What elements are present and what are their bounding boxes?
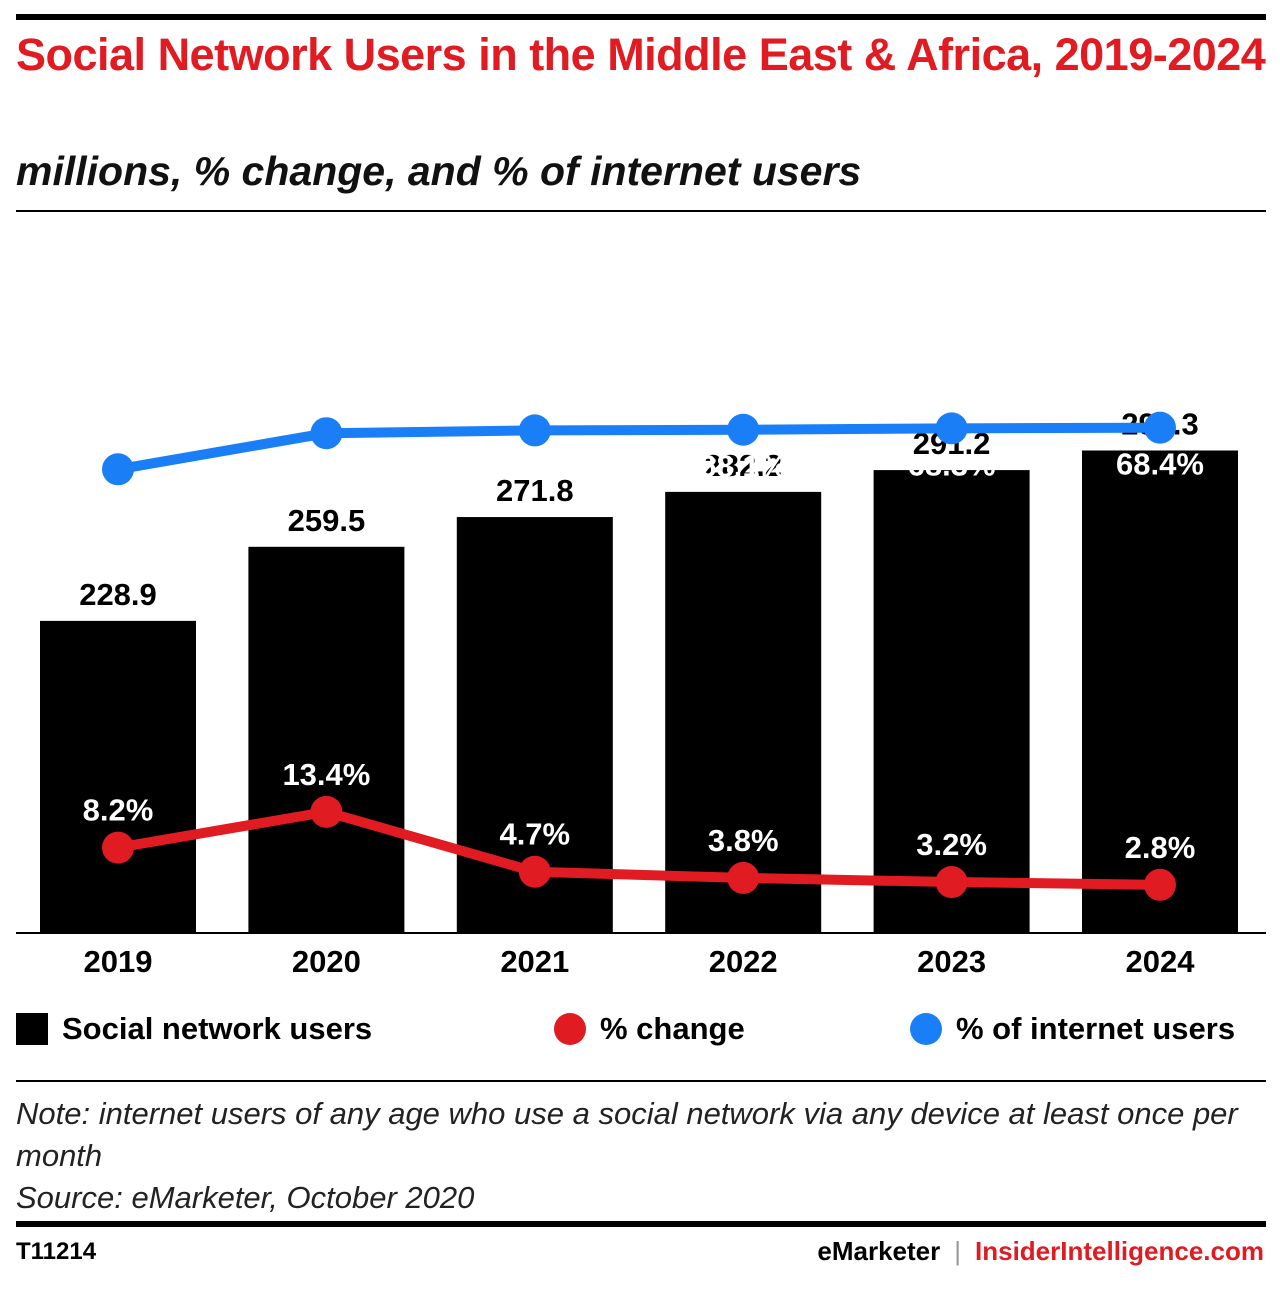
internet-users-point-2020: [310, 417, 343, 450]
internet-users-point-2023: [935, 412, 968, 445]
pct-change-label-2023: 3.2%: [916, 827, 987, 862]
chart-note: Note: internet users of any age who use …: [16, 1096, 1238, 1173]
legend: Social network users % change % of inter…: [16, 1007, 1266, 1051]
internet-users-label-2024: 68.4%: [1116, 447, 1204, 482]
legend-item-change: % change: [554, 1007, 745, 1051]
internet-users-point-2019: [102, 453, 134, 486]
x-tick-label-2021: 2021: [500, 944, 569, 979]
internet-users-line: [113, 422, 1165, 475]
bar-label-2019: 228.9: [79, 577, 157, 612]
pct-change-label-2024: 2.8%: [1125, 830, 1196, 865]
internet-users-point-2022: [727, 413, 760, 446]
legend-item-internet: % of internet users: [910, 1007, 1235, 1051]
internet-users-label-2019: 62.4%: [74, 494, 162, 529]
x-tick-label-2020: 2020: [292, 944, 361, 979]
chart-title: Social Network Users in the Middle East …: [16, 29, 1266, 80]
x-tick-label-2019: 2019: [84, 944, 153, 979]
internet-users-label-2022: 68.1%: [699, 449, 787, 484]
legend-label-users: Social network users: [62, 1011, 373, 1046]
bar-2023: [873, 470, 1030, 933]
bar-2019: [40, 620, 196, 933]
pct-change-label-2020: 13.4%: [282, 757, 370, 792]
pct-change-point-2020: [310, 795, 343, 828]
pct-change-point-2023: [935, 866, 968, 899]
bar-2022: [665, 491, 822, 933]
internet-users-label-2021: 68.0%: [491, 449, 579, 484]
pct-change-label-2022: 3.8%: [708, 823, 779, 858]
brand-separator: |: [954, 1236, 962, 1266]
legend-swatch-change: [554, 1013, 586, 1045]
pct-change-label-2021: 4.7%: [499, 817, 570, 852]
bar-2024: [1082, 450, 1238, 933]
chart-id: T11214: [16, 1238, 97, 1265]
bar-label-2020: 259.5: [288, 503, 366, 538]
bar-label-2021: 271.8: [496, 473, 574, 508]
pct-change-point-2019: [102, 831, 134, 864]
legend-label-change: % change: [600, 1011, 745, 1046]
internet-users-point-2024: [1144, 411, 1176, 444]
pct-change-point-2022: [727, 861, 760, 894]
bar-2020: [248, 546, 405, 933]
x-tick-label-2023: 2023: [917, 944, 986, 979]
legend-swatch-users: [16, 1013, 48, 1045]
legend-swatch-internet: [910, 1013, 942, 1045]
internet-users-label-2023: 68.3%: [908, 447, 996, 482]
pct-change-line: [113, 806, 1165, 890]
chart: 228.9259.5271.8282.2291.2299.32019202020…: [16, 406, 1266, 979]
chart-source: Source: eMarketer, October 2020: [16, 1180, 475, 1215]
internet-users-label-2020: 67.6%: [282, 452, 370, 487]
top-rule: [16, 14, 1266, 20]
internet-users-point-2021: [518, 414, 551, 447]
brand-emarketer: eMarketer: [817, 1236, 941, 1266]
bar-label-2022: 282.2: [704, 448, 782, 483]
legend-item-users: Social network users: [16, 1007, 372, 1051]
pct-change-point-2021: [518, 855, 551, 888]
x-tick-label-2024: 2024: [1126, 944, 1196, 979]
brand-insider-intelligence: InsiderIntelligence.com: [975, 1236, 1264, 1266]
footer-brand: eMarketer | InsiderIntelligence.com: [817, 1236, 1264, 1267]
chart-subtitle: millions, % change, and % of internet us…: [16, 148, 862, 194]
x-tick-label-2022: 2022: [709, 944, 778, 979]
pct-change-point-2024: [1144, 868, 1176, 901]
legend-label-internet: % of internet users: [956, 1011, 1236, 1046]
bottom-rule: [16, 1221, 1266, 1227]
legend-rule: [16, 1080, 1266, 1082]
subtitle-rule: [16, 210, 1266, 212]
pct-change-label-2019: 8.2%: [83, 793, 154, 828]
